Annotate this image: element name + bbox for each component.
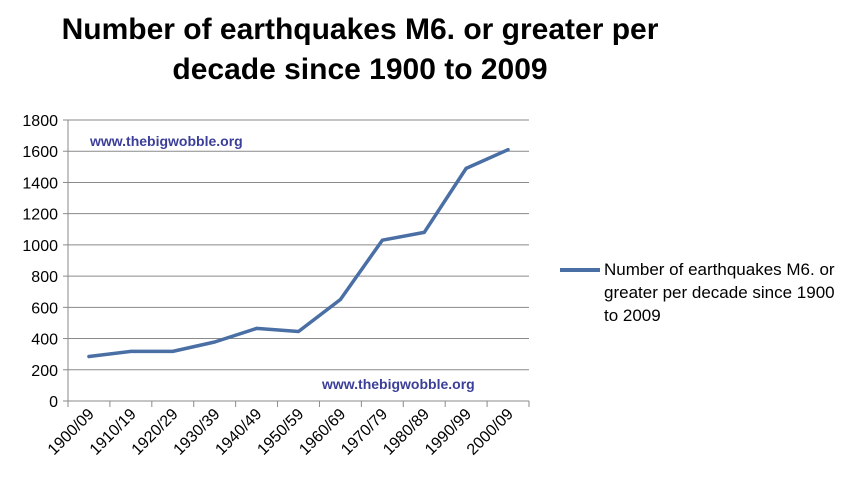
y-tick-label: 1800 xyxy=(22,113,58,130)
data-point xyxy=(380,238,384,242)
y-tick-label: 400 xyxy=(31,332,58,349)
data-point xyxy=(87,355,91,359)
x-tick-label: 2000/09 xyxy=(464,406,517,459)
data-point xyxy=(171,349,175,353)
data-point xyxy=(213,340,217,344)
data-point xyxy=(129,349,133,353)
y-tick-label: 1200 xyxy=(22,207,58,224)
legend-swatch xyxy=(560,268,600,272)
chart-title-line-1: Number of earthquakes M6. or greater per xyxy=(61,13,659,46)
chart-title-line-2: decade since 1900 to 2009 xyxy=(172,53,548,86)
data-point xyxy=(464,166,468,170)
data-point xyxy=(422,230,426,234)
series-line xyxy=(87,147,510,359)
legend-label: Number of earthquakes M6. or greater per… xyxy=(604,260,835,325)
y-tick-label: 0 xyxy=(49,394,58,411)
y-tick-label: 1000 xyxy=(22,238,58,255)
y-tick-label: 800 xyxy=(31,269,58,286)
watermark-bottom: www.thebigwobble.org xyxy=(322,376,475,392)
y-tick-label: 600 xyxy=(31,300,58,317)
y-tick-label: 1600 xyxy=(22,144,58,161)
y-tick-label: 200 xyxy=(31,363,58,380)
data-point xyxy=(255,326,259,330)
data-point xyxy=(338,298,342,302)
data-point xyxy=(297,330,300,334)
watermark-top: www.thebigwobble.org xyxy=(90,133,243,149)
chart-title: Number of earthquakes M6. or greater per… xyxy=(60,10,660,90)
data-point xyxy=(506,148,510,152)
y-tick-label: 1400 xyxy=(22,175,58,192)
